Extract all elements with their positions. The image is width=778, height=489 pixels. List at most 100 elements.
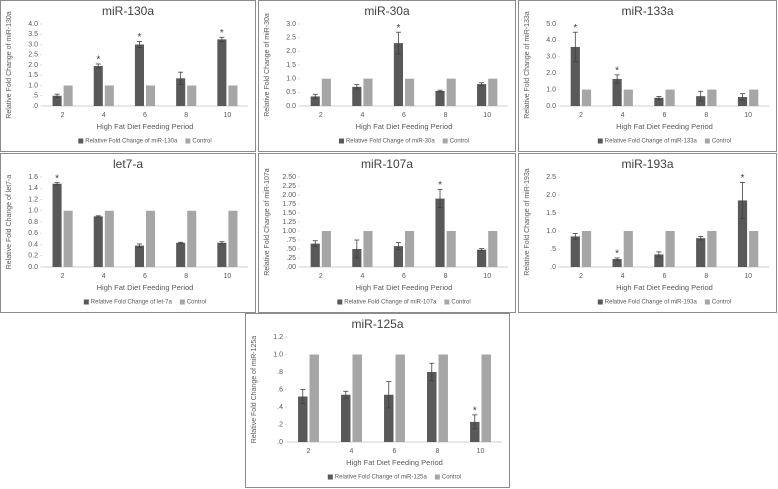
error-bar: [572, 31, 578, 63]
legend-label: Relative Fold Change of miR-193a: [605, 300, 698, 306]
x-tick-label: 8: [436, 448, 440, 455]
bar: [187, 85, 197, 106]
bar: [481, 354, 491, 442]
bar: [363, 231, 373, 267]
x-tick-label: 6: [143, 112, 147, 119]
y-tick-label: .5: [550, 246, 556, 253]
error-bar: [354, 239, 360, 259]
y-tick-label: 0.5: [286, 89, 296, 96]
error-bar: [54, 182, 60, 186]
bar: [352, 86, 362, 106]
y-tick-label: .0: [277, 439, 283, 446]
x-tick-label: 4: [360, 112, 364, 119]
bar: [352, 354, 362, 442]
y-tick-label: .5: [32, 93, 38, 100]
bar: [696, 238, 706, 267]
bar: [446, 231, 456, 267]
x-tick-label: 2: [307, 448, 311, 455]
bar: [93, 66, 103, 106]
significance-marker: *: [615, 65, 619, 76]
error-bar: [386, 381, 392, 409]
legend-label: Control: [450, 139, 469, 145]
y-tick-label: 2.0: [28, 62, 38, 69]
panel-frame: [0, 0, 256, 152]
legend-swatch: [179, 299, 185, 305]
x-tick-label: 10: [224, 273, 232, 280]
bar: [63, 85, 73, 106]
y-tick-label: 1.2: [28, 196, 38, 203]
y-tick-label: 2.0: [286, 48, 296, 55]
error-bar: [312, 240, 318, 247]
x-tick-label: 6: [663, 273, 667, 280]
bar: [427, 372, 437, 442]
error-bar: [740, 93, 746, 101]
y-axis-label: Relative Fold Change of miR-193a: [524, 168, 531, 275]
y-tick-label: .6: [277, 386, 283, 393]
bar: [749, 89, 759, 106]
bar: [310, 243, 320, 267]
x-tick-label: 8: [184, 273, 188, 280]
bar: [228, 210, 238, 267]
x-tick-label: 6: [402, 273, 406, 280]
bar: [488, 78, 498, 106]
error-bar: [54, 93, 60, 98]
bar: [63, 210, 73, 267]
y-tick-label: 1.0: [546, 228, 556, 235]
bar: [217, 242, 227, 267]
y-tick-label: 1.00: [282, 228, 296, 235]
bar: [405, 78, 415, 106]
error-bar: [136, 41, 142, 48]
chart-title: miR-133a: [621, 4, 673, 18]
y-axis-label: Relative Fold Change of miR-30a: [264, 13, 271, 117]
bar: [654, 97, 664, 106]
legend-label: Relative Fold Change of miR-107a: [344, 300, 437, 306]
y-tick-label: 3.0: [546, 54, 556, 61]
chart-panel: miR-133a 0.0 1.0 2.0 3.0 4.0 5.0 Relative Fold …: [518, 0, 777, 152]
y-tick-label: .25: [286, 255, 296, 262]
bar: [146, 210, 156, 267]
legend-label: Control: [451, 300, 470, 306]
significance-marker: *: [220, 28, 224, 39]
x-tick-label: 8: [444, 112, 448, 119]
bar: [228, 85, 238, 106]
panel-frame: [258, 153, 516, 313]
x-axis-label: High Fat Diet Feeding Period: [97, 283, 194, 292]
chart-title: miR-130a: [102, 4, 154, 18]
y-tick-label: .00: [286, 264, 296, 271]
bar: [623, 89, 633, 106]
bar: [435, 198, 445, 267]
y-tick-label: 1.6: [28, 174, 38, 181]
legend: Relative Fold Change of let-7a Control: [83, 299, 206, 306]
bar: [52, 95, 62, 106]
error-bar: [472, 414, 478, 430]
panel-frame: [258, 0, 516, 152]
significance-marker: *: [55, 173, 59, 184]
error-bar: [219, 241, 225, 245]
y-tick-label: 1.25: [282, 219, 296, 226]
chart-panel: miR-107a .00 .25 .50 .75 1.00 1.25 1.50 1.75 2.00…: [258, 153, 516, 313]
significance-marker: *: [473, 406, 477, 417]
y-tick-label: .50: [286, 246, 296, 253]
x-tick-label: 2: [579, 273, 583, 280]
legend-label: Relative Fold Change of let-7a: [91, 300, 173, 306]
error-bar: [698, 235, 704, 241]
bar: [321, 78, 331, 106]
x-tick-label: 2: [579, 112, 583, 119]
bar: [321, 231, 331, 267]
x-tick-label: 8: [184, 112, 188, 119]
error-bar: [136, 243, 142, 248]
bar: [134, 245, 144, 267]
x-tick-label: 4: [102, 112, 106, 119]
error-bar: [698, 90, 704, 102]
bar: [187, 210, 197, 267]
x-tick-label: 10: [483, 273, 491, 280]
bar: [488, 231, 498, 267]
y-tick-label: 2.50: [282, 174, 296, 181]
y-tick-label: 0.0: [286, 103, 296, 110]
error-bar: [656, 251, 662, 258]
legend: Relative Fold Change of miR-125a Control: [327, 474, 461, 481]
x-tick-label: 4: [350, 448, 354, 455]
x-axis-label: High Fat Diet Feeding Period: [97, 122, 194, 131]
bar: [612, 78, 622, 106]
